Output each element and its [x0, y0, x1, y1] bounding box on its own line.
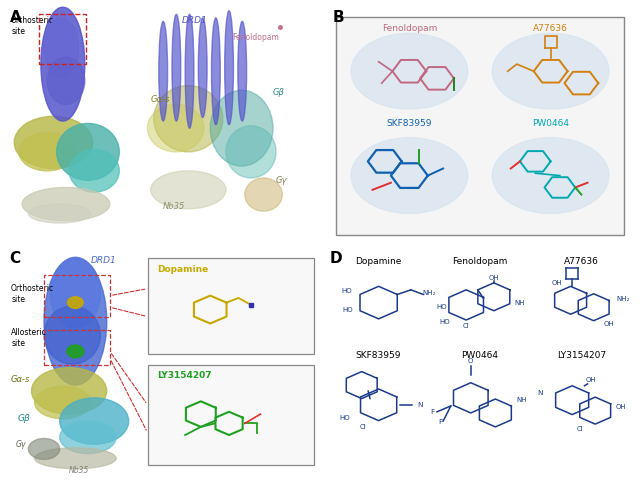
Text: F: F: [438, 419, 442, 425]
Text: LY3154207: LY3154207: [157, 371, 212, 380]
Ellipse shape: [28, 439, 60, 459]
Ellipse shape: [14, 116, 93, 168]
Text: A77636: A77636: [564, 257, 599, 266]
Bar: [39, 15, 86, 64]
Text: F: F: [430, 409, 435, 415]
Text: OH: OH: [604, 320, 614, 327]
Text: A77636: A77636: [533, 24, 568, 33]
Bar: [44, 331, 110, 365]
Text: NH: NH: [515, 300, 525, 305]
Text: NH₂: NH₂: [616, 296, 630, 302]
Text: Dopamine: Dopamine: [355, 257, 402, 266]
Ellipse shape: [67, 345, 84, 358]
Ellipse shape: [351, 137, 468, 213]
Text: PW0464: PW0464: [532, 119, 569, 128]
Ellipse shape: [19, 133, 76, 171]
Ellipse shape: [44, 18, 79, 77]
Text: Gγ: Gγ: [16, 439, 26, 449]
Ellipse shape: [226, 126, 276, 178]
Text: C: C: [10, 252, 20, 267]
Text: NH: NH: [516, 397, 527, 403]
Text: Gβ: Gβ: [273, 88, 285, 97]
Ellipse shape: [60, 398, 129, 444]
Text: PW0464: PW0464: [461, 351, 499, 361]
Ellipse shape: [225, 11, 234, 124]
Ellipse shape: [35, 448, 116, 469]
Ellipse shape: [35, 386, 91, 419]
Text: B: B: [333, 10, 344, 25]
Ellipse shape: [51, 258, 100, 328]
Ellipse shape: [244, 178, 282, 211]
Text: SKF83959: SKF83959: [356, 351, 401, 361]
Text: HO: HO: [339, 415, 350, 421]
Text: Dopamine: Dopamine: [157, 265, 208, 274]
Ellipse shape: [185, 15, 194, 128]
Text: SKF83959: SKF83959: [387, 119, 432, 128]
Text: DRD1: DRD1: [182, 15, 208, 25]
Bar: [148, 258, 314, 354]
Text: OH: OH: [585, 378, 596, 383]
Text: Gβ: Gβ: [17, 414, 30, 423]
Text: HO: HO: [342, 306, 353, 313]
Ellipse shape: [351, 33, 468, 109]
Ellipse shape: [47, 57, 85, 105]
Ellipse shape: [159, 21, 168, 121]
Ellipse shape: [492, 33, 609, 109]
Ellipse shape: [198, 18, 207, 118]
Text: Gα-s: Gα-s: [11, 375, 31, 384]
Text: OH: OH: [488, 274, 499, 281]
Text: OH: OH: [616, 404, 627, 410]
Ellipse shape: [210, 90, 273, 166]
Ellipse shape: [492, 137, 609, 213]
Text: N: N: [537, 390, 543, 396]
Ellipse shape: [31, 368, 107, 414]
Ellipse shape: [172, 15, 180, 121]
Ellipse shape: [22, 187, 110, 221]
Ellipse shape: [44, 306, 100, 364]
Ellipse shape: [69, 150, 119, 192]
Ellipse shape: [154, 86, 223, 152]
Ellipse shape: [148, 105, 204, 152]
Text: DRD1: DRD1: [91, 256, 117, 265]
Text: Gα-s: Gα-s: [150, 95, 170, 104]
Ellipse shape: [44, 257, 107, 385]
Ellipse shape: [60, 421, 116, 454]
Text: Nb35: Nb35: [163, 202, 186, 211]
Bar: [148, 365, 314, 465]
Ellipse shape: [238, 21, 246, 121]
Text: OH: OH: [552, 280, 562, 286]
Text: Cl: Cl: [463, 323, 470, 329]
Text: Orthosteric
site: Orthosteric site: [11, 15, 54, 36]
Text: HO: HO: [439, 319, 450, 325]
Text: Fenoldopam: Fenoldopam: [381, 24, 437, 33]
Text: Fenoldopam: Fenoldopam: [232, 33, 279, 42]
Ellipse shape: [150, 171, 226, 209]
Text: O: O: [468, 358, 474, 363]
Ellipse shape: [41, 7, 85, 121]
Ellipse shape: [68, 297, 83, 308]
Text: HO: HO: [341, 288, 352, 294]
Text: NH₂: NH₂: [422, 290, 436, 296]
Text: Fenoldopam: Fenoldopam: [452, 257, 508, 266]
Text: Allosteric
site: Allosteric site: [11, 328, 47, 348]
Text: Nb35: Nb35: [69, 467, 90, 475]
Text: Cl: Cl: [577, 426, 583, 432]
Text: Gγ: Gγ: [276, 176, 287, 184]
Text: HO: HO: [436, 304, 447, 310]
Ellipse shape: [28, 204, 91, 223]
Text: LY3154207: LY3154207: [557, 351, 606, 361]
Text: D: D: [330, 252, 342, 267]
Bar: [44, 275, 110, 317]
Ellipse shape: [56, 123, 119, 181]
Ellipse shape: [211, 18, 220, 124]
Text: Cl: Cl: [360, 424, 367, 430]
Text: A: A: [10, 10, 21, 25]
Text: Orthosteric
site: Orthosteric site: [11, 284, 54, 304]
Text: N: N: [417, 402, 423, 408]
